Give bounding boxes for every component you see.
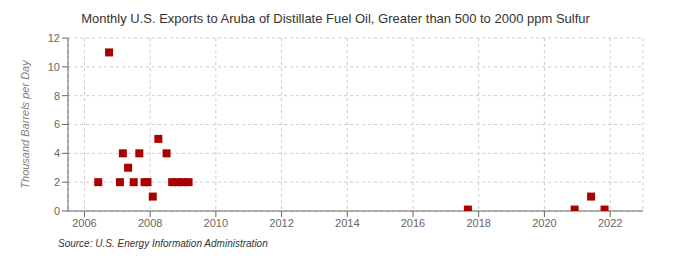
svg-text:2014: 2014: [335, 217, 359, 229]
svg-text:2016: 2016: [401, 217, 425, 229]
svg-text:2006: 2006: [72, 217, 96, 229]
svg-text:Thousand Barrels per Day: Thousand Barrels per Day: [19, 59, 31, 189]
svg-text:2018: 2018: [466, 217, 490, 229]
svg-text:2010: 2010: [204, 217, 228, 229]
svg-text:12: 12: [48, 32, 60, 44]
svg-text:4: 4: [54, 147, 60, 159]
svg-text:2: 2: [54, 176, 60, 188]
svg-text:2012: 2012: [269, 217, 293, 229]
html-text:Monthly U.S. Exports to Aruba: Monthly U.S. Exports to Aruba of Distill…: [81, 11, 590, 26]
svg-text:2022: 2022: [598, 217, 622, 229]
svg-text:6: 6: [54, 118, 60, 130]
html-text:Source: U.S. Energy Informatio: Source: U.S. Energy Information Administ…: [58, 238, 268, 249]
svg-text:2020: 2020: [532, 217, 556, 229]
svg-text:0: 0: [54, 205, 60, 217]
svg-text:2008: 2008: [138, 217, 162, 229]
svg-text:10: 10: [48, 61, 60, 73]
svg-text:8: 8: [54, 90, 60, 102]
